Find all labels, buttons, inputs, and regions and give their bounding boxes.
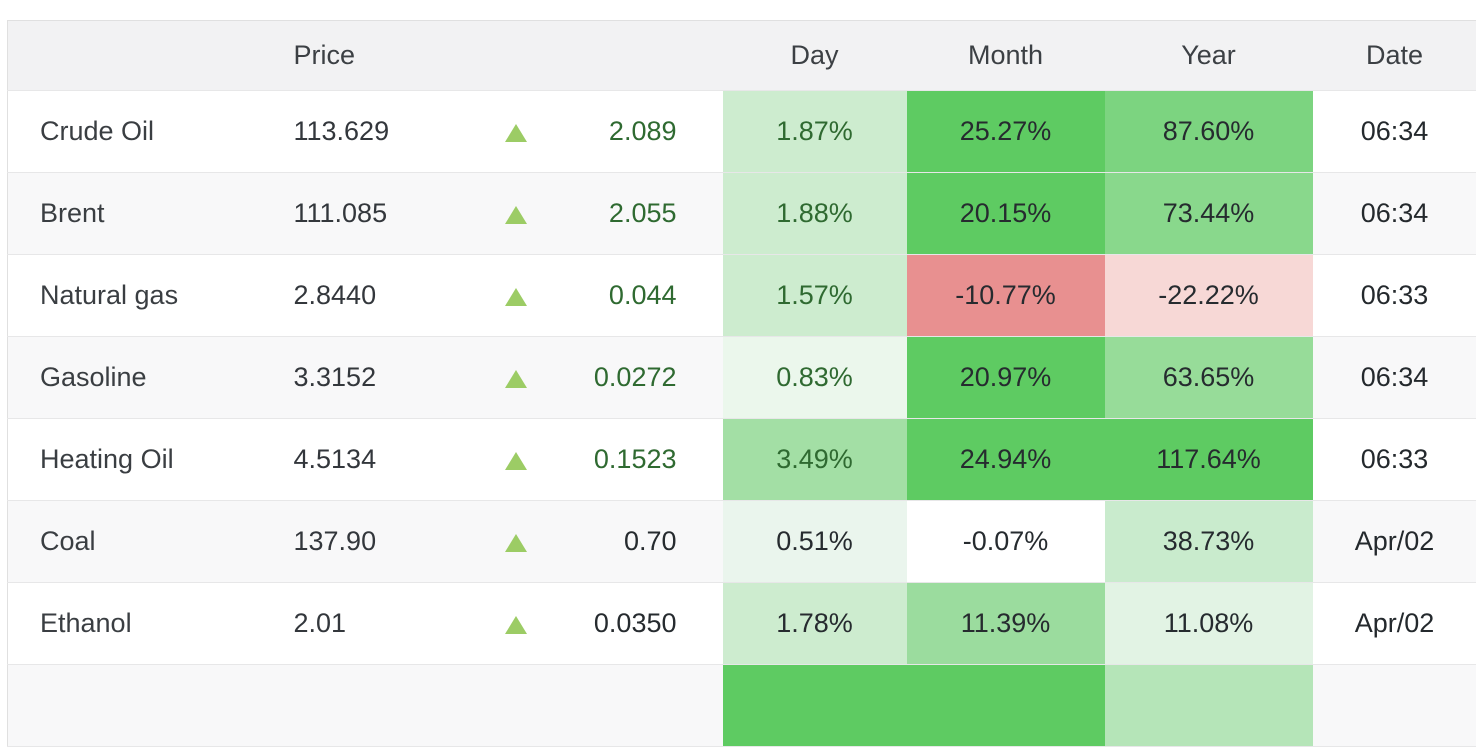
change-value: 2.089 <box>546 91 723 173</box>
date-value: 06:34 <box>1313 173 1476 255</box>
date-value: 06:34 <box>1313 91 1476 173</box>
table-row: Natural gas 2.8440 0.044 1.57% -10.77% -… <box>8 255 1476 337</box>
commodity-name[interactable]: Heating Oil <box>8 419 256 501</box>
commodity-name[interactable]: Crude Oil <box>8 91 256 173</box>
day-percent-cell: 1.87% <box>723 91 907 173</box>
change-direction-cell <box>486 665 546 747</box>
change-value: 0.0350 <box>546 583 723 665</box>
header-day: Day <box>723 21 907 91</box>
header-price: Price <box>256 21 486 91</box>
month-percent-cell: 11.39% <box>907 583 1105 665</box>
change-value: 0.044 <box>546 255 723 337</box>
price-value: 3.3152 <box>256 337 486 419</box>
header-month: Month <box>907 21 1105 91</box>
day-percent-cell: 0.51% <box>723 501 907 583</box>
month-percent-cell: 24.94% <box>907 419 1105 501</box>
year-percent-cell: 38.73% <box>1105 501 1313 583</box>
header-name <box>8 21 256 91</box>
up-triangle-icon <box>505 616 527 634</box>
commodity-name[interactable]: Gasoline <box>8 337 256 419</box>
commodity-name[interactable]: Brent <box>8 173 256 255</box>
year-percent-cell: -22.22% <box>1105 255 1313 337</box>
table-row-partial <box>8 665 1476 747</box>
commodities-table-container: Price Day Month Year Date Crude Oil 113.… <box>7 20 1476 747</box>
price-value: 2.8440 <box>256 255 486 337</box>
commodities-table: Price Day Month Year Date Crude Oil 113.… <box>7 20 1476 747</box>
day-percent-cell: 3.49% <box>723 419 907 501</box>
date-value: 06:33 <box>1313 419 1476 501</box>
date-value: Apr/02 <box>1313 583 1476 665</box>
year-percent-cell: 63.65% <box>1105 337 1313 419</box>
table-row: Heating Oil 4.5134 0.1523 3.49% 24.94% 1… <box>8 419 1476 501</box>
header-date: Date <box>1313 21 1476 91</box>
price-value <box>256 665 486 747</box>
table-header: Price Day Month Year Date <box>8 21 1476 91</box>
change-value: 0.70 <box>546 501 723 583</box>
date-value: Apr/02 <box>1313 501 1476 583</box>
change-direction-cell <box>486 501 546 583</box>
day-percent-cell: 1.78% <box>723 583 907 665</box>
year-percent-cell <box>1105 665 1313 747</box>
table-row: Ethanol 2.01 0.0350 1.78% 11.39% 11.08% … <box>8 583 1476 665</box>
month-percent-cell: -0.07% <box>907 501 1105 583</box>
date-value: 06:34 <box>1313 337 1476 419</box>
change-direction-cell <box>486 173 546 255</box>
commodity-name[interactable]: Ethanol <box>8 583 256 665</box>
price-value: 4.5134 <box>256 419 486 501</box>
price-value: 137.90 <box>256 501 486 583</box>
year-percent-cell: 87.60% <box>1105 91 1313 173</box>
price-value: 113.629 <box>256 91 486 173</box>
month-percent-cell: 20.15% <box>907 173 1105 255</box>
day-percent-cell: 0.83% <box>723 337 907 419</box>
change-direction-cell <box>486 419 546 501</box>
year-percent-cell: 117.64% <box>1105 419 1313 501</box>
up-triangle-icon <box>505 452 527 470</box>
table-row: Gasoline 3.3152 0.0272 0.83% 20.97% 63.6… <box>8 337 1476 419</box>
price-value: 111.085 <box>256 173 486 255</box>
change-value <box>546 665 723 747</box>
change-value: 0.1523 <box>546 419 723 501</box>
header-change-spacer <box>546 21 723 91</box>
date-value: 06:33 <box>1313 255 1476 337</box>
up-triangle-icon <box>505 534 527 552</box>
up-triangle-icon <box>505 370 527 388</box>
change-value: 0.0272 <box>546 337 723 419</box>
up-triangle-icon <box>505 124 527 142</box>
table-row: Coal 137.90 0.70 0.51% -0.07% 38.73% Apr… <box>8 501 1476 583</box>
month-percent-cell: 20.97% <box>907 337 1105 419</box>
month-percent-cell: -10.77% <box>907 255 1105 337</box>
day-percent-cell: 1.88% <box>723 173 907 255</box>
table-row: Crude Oil 113.629 2.089 1.87% 25.27% 87.… <box>8 91 1476 173</box>
up-triangle-icon <box>505 206 527 224</box>
month-percent-cell <box>907 665 1105 747</box>
day-percent-cell: 1.57% <box>723 255 907 337</box>
change-direction-cell <box>486 583 546 665</box>
header-year: Year <box>1105 21 1313 91</box>
up-triangle-icon <box>505 288 527 306</box>
change-direction-cell <box>486 337 546 419</box>
day-percent-cell <box>723 665 907 747</box>
table-row: Brent 111.085 2.055 1.88% 20.15% 73.44% … <box>8 173 1476 255</box>
date-value <box>1313 665 1476 747</box>
commodity-name[interactable]: Natural gas <box>8 255 256 337</box>
table-body: Crude Oil 113.629 2.089 1.87% 25.27% 87.… <box>8 91 1476 747</box>
change-direction-cell <box>486 255 546 337</box>
month-percent-cell: 25.27% <box>907 91 1105 173</box>
commodity-name[interactable] <box>8 665 256 747</box>
change-direction-cell <box>486 91 546 173</box>
year-percent-cell: 73.44% <box>1105 173 1313 255</box>
change-value: 2.055 <box>546 173 723 255</box>
header-icon-spacer <box>486 21 546 91</box>
year-percent-cell: 11.08% <box>1105 583 1313 665</box>
commodity-name[interactable]: Coal <box>8 501 256 583</box>
price-value: 2.01 <box>256 583 486 665</box>
